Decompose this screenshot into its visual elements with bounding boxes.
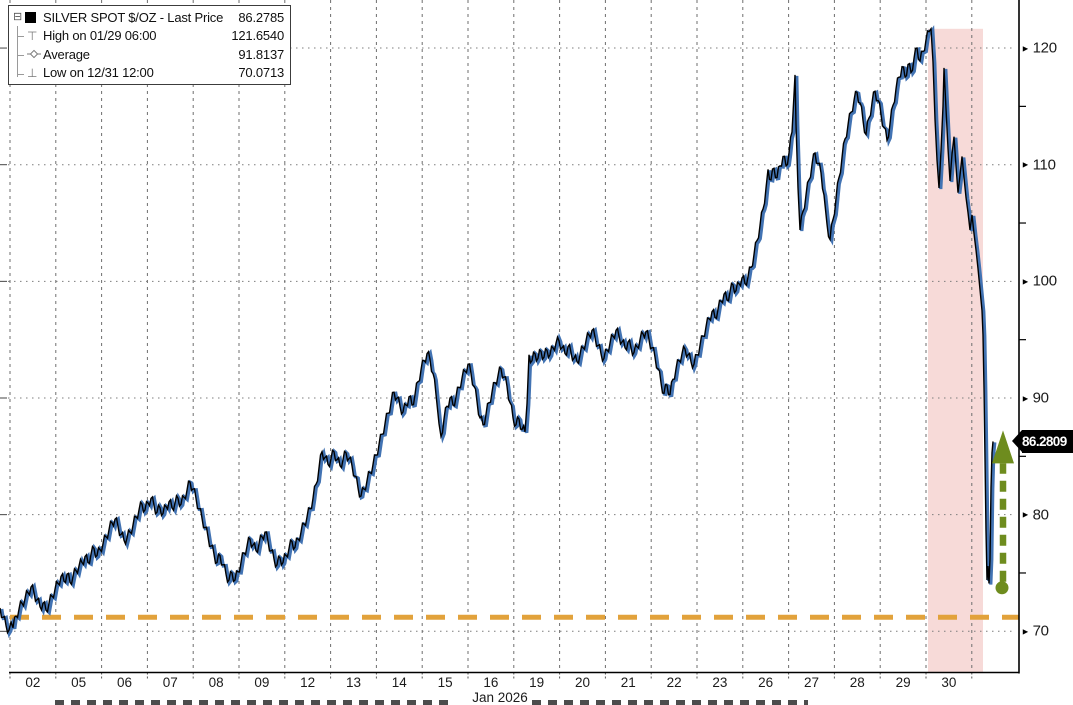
legend-value: 91.8137 bbox=[238, 46, 284, 62]
average-marker-icon bbox=[27, 50, 41, 59]
x-axis-label: 12 bbox=[300, 675, 316, 690]
legend-label: Average bbox=[43, 46, 90, 62]
x-axis-label: 13 bbox=[345, 675, 362, 690]
x-axis-label: 23 bbox=[712, 675, 728, 690]
high-marker-icon: ⊤ bbox=[27, 28, 38, 43]
rebound-arrow-head bbox=[992, 430, 1014, 464]
x-axis-label: 15 bbox=[437, 675, 453, 690]
legend-value: 86.2785 bbox=[238, 9, 284, 25]
price-line bbox=[0, 26, 994, 635]
x-axis-label: 08 bbox=[208, 675, 224, 690]
x-axis-label: 26 bbox=[758, 675, 774, 690]
x-axis-label: 09 bbox=[254, 675, 270, 690]
legend-label: SILVER SPOT $/OZ - Last Price bbox=[43, 9, 224, 25]
rebound-arrow-dot bbox=[995, 581, 1009, 595]
y-axis-label: ► 70 bbox=[1021, 623, 1049, 640]
x-axis-label: 28 bbox=[849, 675, 865, 690]
y-tick-value: 100 bbox=[1032, 272, 1057, 290]
y-tick-arrow-icon: ► bbox=[1021, 626, 1030, 637]
y-tick-arrow-icon: ► bbox=[1021, 159, 1030, 170]
x-axis-label: 06 bbox=[116, 675, 133, 690]
y-tick-value: 70 bbox=[1032, 622, 1049, 640]
tree-collapse-icon[interactable]: ⊟ bbox=[13, 10, 23, 23]
legend-tree-line bbox=[17, 26, 18, 77]
low-marker-icon: ⊥ bbox=[27, 65, 38, 80]
y-axis-label: ► 110 bbox=[1021, 156, 1056, 173]
x-axis-label: 07 bbox=[162, 675, 178, 690]
x-axis-label: 19 bbox=[529, 675, 545, 690]
bottom-cutoff-dashes bbox=[55, 700, 448, 705]
y-axis-label: ► 120 bbox=[1021, 40, 1057, 57]
y-tick-arrow-icon: ► bbox=[1021, 276, 1030, 287]
series-swatch-icon bbox=[25, 11, 37, 23]
chart-legend[interactable]: ⊟ SILVER SPOT $/OZ - Last Price 86.2785 … bbox=[8, 5, 291, 85]
y-axis-label: ► 100 bbox=[1021, 273, 1057, 290]
y-tick-arrow-icon: ► bbox=[1021, 509, 1030, 520]
y-axis-label: ► 80 bbox=[1021, 506, 1049, 523]
x-axis-label: 05 bbox=[71, 675, 87, 690]
x-axis-label: 14 bbox=[391, 675, 407, 690]
legend-label: Low on 12/31 12:00 bbox=[43, 65, 154, 81]
x-axis-label: 22 bbox=[666, 675, 682, 690]
y-tick-value: 80 bbox=[1032, 506, 1049, 524]
y-tick-value: 90 bbox=[1032, 389, 1049, 407]
legend-row-average[interactable]: Average 91.8137 bbox=[13, 45, 284, 64]
price-line-shadow bbox=[0, 25, 997, 639]
legend-row-high[interactable]: ⊤ High on 01/29 06:00 121.6540 bbox=[13, 27, 284, 46]
bottom-cutoff-dashes bbox=[532, 700, 808, 705]
x-axis-label: 16 bbox=[483, 675, 499, 690]
x-axis-title: Jan 2026 bbox=[472, 690, 528, 705]
y-axis-label: ► 90 bbox=[1021, 390, 1049, 407]
x-axis-label: 27 bbox=[803, 675, 820, 690]
legend-value: 121.6540 bbox=[231, 28, 284, 44]
y-tick-arrow-icon: ► bbox=[1021, 393, 1030, 403]
y-tick-value: 110 bbox=[1032, 156, 1056, 174]
last-price-value: 86.2809 bbox=[1022, 434, 1067, 449]
x-axis-label: 20 bbox=[574, 675, 591, 690]
legend-row-last-price[interactable]: ⊟ SILVER SPOT $/OZ - Last Price 86.2785 bbox=[13, 8, 284, 27]
x-axis-label: 29 bbox=[895, 675, 911, 690]
x-axis-label: 21 bbox=[620, 675, 636, 690]
x-axis-label: 02 bbox=[25, 675, 41, 690]
legend-row-low[interactable]: ⊥ Low on 12/31 12:00 70.0713 bbox=[13, 64, 284, 83]
x-axis-label: 30 bbox=[941, 675, 957, 690]
legend-value: 70.0713 bbox=[238, 65, 284, 81]
legend-label: High on 01/29 06:00 bbox=[43, 28, 157, 44]
y-tick-value: 120 bbox=[1032, 39, 1057, 57]
last-price-tag: 86.2809 bbox=[1012, 430, 1073, 453]
y-tick-arrow-icon: ► bbox=[1021, 43, 1030, 54]
